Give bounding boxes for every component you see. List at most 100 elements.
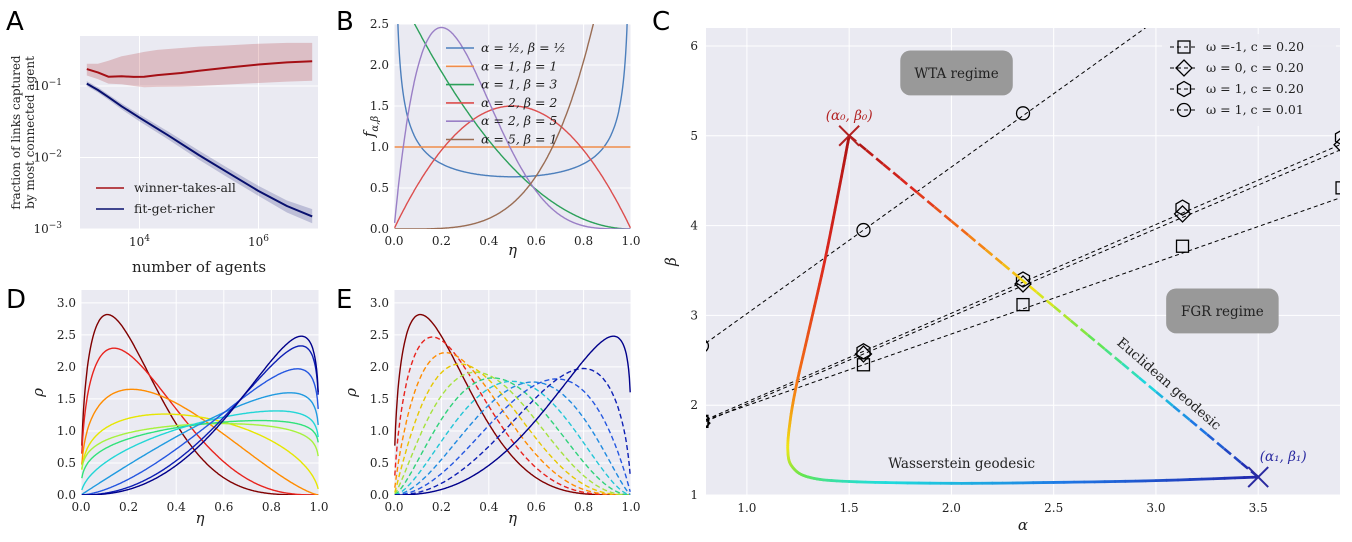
a-y-tick-exp: −3 xyxy=(49,221,63,231)
a-panel-tag: A xyxy=(6,7,24,37)
c-start-label: (α₀, β₀) xyxy=(826,108,873,124)
b-y-axis-label: fα,β xyxy=(360,116,381,138)
c-y-tick-label: 5 xyxy=(690,129,698,143)
a-y-tick-label: 10−1 xyxy=(33,78,62,93)
d-y-tick-label: 0.5 xyxy=(57,456,76,470)
b-y-tick-label: 1.5 xyxy=(370,99,389,113)
d-x-tick-label: 0.6 xyxy=(214,500,233,514)
c-point-3-3 xyxy=(1176,0,1189,3)
b-x-tick-label: 0.0 xyxy=(384,234,403,248)
b-x-axis-label: η xyxy=(508,241,517,259)
e-y-tick-label: 1.0 xyxy=(370,424,389,438)
b-legend-label-3: α = 2, β = 2 xyxy=(481,95,557,110)
c-legend-label-3: ω = 1, c = 0.01 xyxy=(1206,102,1304,117)
panel-e: 0.0 0.2 0.4 0.6 0.8 1.0 0.0 0.5 1.0 1.5 2.0 2.5 3.0 η… xyxy=(336,285,641,527)
c-regime-label-1: FGR regime xyxy=(1181,304,1264,320)
c-x-tick-label: 1.0 xyxy=(737,501,756,515)
b-panel-tag: B xyxy=(336,7,354,37)
b-x-tick-label: 0.2 xyxy=(432,234,451,248)
c-y-tick-label: 1 xyxy=(690,488,698,502)
c-x-tick-label: 3.5 xyxy=(1249,501,1268,515)
e-x-tick-label: 1.0 xyxy=(621,500,640,514)
a-y-axis-label: by most connected agent xyxy=(23,56,37,209)
panel-d: 0.0 0.2 0.4 0.6 0.8 1.0 0.0 0.5 1.0 1.5 2.0 2.5 3.0 η… xyxy=(6,285,329,527)
c-x-axis-label: α xyxy=(1018,516,1028,534)
d-panel-tag: D xyxy=(6,285,26,315)
d-y-axis-label: ρ xyxy=(29,388,47,398)
e-x-tick-label: 0.0 xyxy=(384,500,403,514)
d-y-tick-label: 1.5 xyxy=(57,392,76,406)
a-y-tick-exp: −1 xyxy=(49,78,62,88)
b-y-axis-sub: α,β xyxy=(370,116,381,132)
a-y-tick-exp: −2 xyxy=(49,149,62,159)
d-x-tick-label: 0.0 xyxy=(71,500,90,514)
a-x-axis-label: number of agents xyxy=(132,258,266,276)
c-y-tick-label: 2 xyxy=(690,398,698,412)
b-legend-label-0: α = ½, β = ½ xyxy=(481,40,566,55)
d-x-tick-label: 0.8 xyxy=(262,500,281,514)
e-x-tick-label: 0.4 xyxy=(479,500,498,514)
c-x-tick-label: 1.5 xyxy=(840,501,859,515)
c-panel-tag: C xyxy=(652,7,670,37)
d-y-tick-label: 2.5 xyxy=(57,328,76,342)
e-x-tick-label: 0.2 xyxy=(432,500,451,514)
c-legend-label-0: ω =-1, c = 0.20 xyxy=(1206,39,1304,54)
c-legend-label-1: ω = 0, c = 0.20 xyxy=(1206,60,1304,75)
b-x-tick-label: 1.0 xyxy=(621,234,640,248)
c-y-tick-label: 3 xyxy=(690,308,698,322)
c-x-tick-label: 2.0 xyxy=(942,501,961,515)
d-y-tick-label: 0.0 xyxy=(57,488,76,502)
e-y-tick-label: 1.5 xyxy=(370,392,389,406)
e-x-axis-label: η xyxy=(508,509,517,527)
d-x-tick-label: 0.2 xyxy=(119,500,138,514)
e-y-axis-label: ρ xyxy=(342,388,360,398)
d-x-tick-label: 1.0 xyxy=(309,500,328,514)
b-x-tick-label: 0.4 xyxy=(479,234,498,248)
b-legend-label-5: α = 5, β = 1 xyxy=(481,132,557,147)
e-x-tick-label: 0.6 xyxy=(527,500,546,514)
c-wasserstein-label: Wasserstein geodesic xyxy=(888,456,1035,472)
a-y-tick-label: 10−2 xyxy=(33,149,62,164)
a-legend-label-0: winner-takes-all xyxy=(134,180,236,195)
e-panel-tag: E xyxy=(336,285,352,315)
panel-b: 0.0 0.2 0.4 0.6 0.8 1.0 0.0 0.5 1.0 1.5 2.0 2.5 η fα,… xyxy=(336,0,641,259)
c-regime-label-0: WTA regime xyxy=(914,66,998,82)
c-y-tick-label: 4 xyxy=(690,219,698,233)
panel-a: 104 106 10−3 10−2 10−1 number of agents fracti… xyxy=(6,7,318,276)
b-legend-label-1: α = 1, β = 1 xyxy=(481,58,557,73)
b-x-tick-label: 0.8 xyxy=(574,234,593,248)
b-x-tick-label: 0.6 xyxy=(527,234,546,248)
d-y-tick-label: 3.0 xyxy=(57,296,76,310)
a-legend-label-1: fit-get-richer xyxy=(134,201,215,216)
e-y-tick-label: 2.0 xyxy=(370,360,389,374)
b-legend-label-4: α = 2, β = 5 xyxy=(481,113,557,128)
a-x-tick-label: 104 xyxy=(129,234,150,249)
b-y-tick-label: 0.0 xyxy=(370,222,389,236)
c-x-tick-label: 3.0 xyxy=(1146,501,1165,515)
c-y-axis-label: β xyxy=(662,257,680,267)
b-y-tick-label: 0.5 xyxy=(370,181,389,195)
c-x-tick-label: 2.5 xyxy=(1044,501,1063,515)
c-y-tick-label: 6 xyxy=(690,39,698,53)
e-y-tick-label: 3.0 xyxy=(370,296,389,310)
d-y-tick-label: 2.0 xyxy=(57,360,76,374)
a-x-tick-label: 106 xyxy=(248,234,269,249)
b-y-tick-label: 1.0 xyxy=(370,140,389,154)
e-x-tick-label: 0.8 xyxy=(574,500,593,514)
e-y-tick-label: 0.0 xyxy=(370,488,389,502)
d-x-tick-label: 0.4 xyxy=(167,500,186,514)
c-legend-label-2: ω = 1, c = 0.20 xyxy=(1206,81,1304,96)
e-y-tick-label: 0.5 xyxy=(370,456,389,470)
d-x-axis-label: η xyxy=(196,509,205,527)
c-end-label: (α₁, β₁) xyxy=(1260,449,1307,465)
a-x-tick-exp: 4 xyxy=(144,234,150,244)
a-x-tick-exp: 6 xyxy=(263,234,269,244)
b-legend-label-2: α = 1, β = 3 xyxy=(481,77,557,92)
e-y-tick-label: 2.5 xyxy=(370,328,389,342)
a-y-axis-label: fraction of links captured xyxy=(9,55,23,210)
b-y-tick-label: 2.0 xyxy=(370,58,389,72)
d-y-tick-label: 1.0 xyxy=(57,424,76,438)
b-y-tick-label: 2.5 xyxy=(370,17,389,31)
